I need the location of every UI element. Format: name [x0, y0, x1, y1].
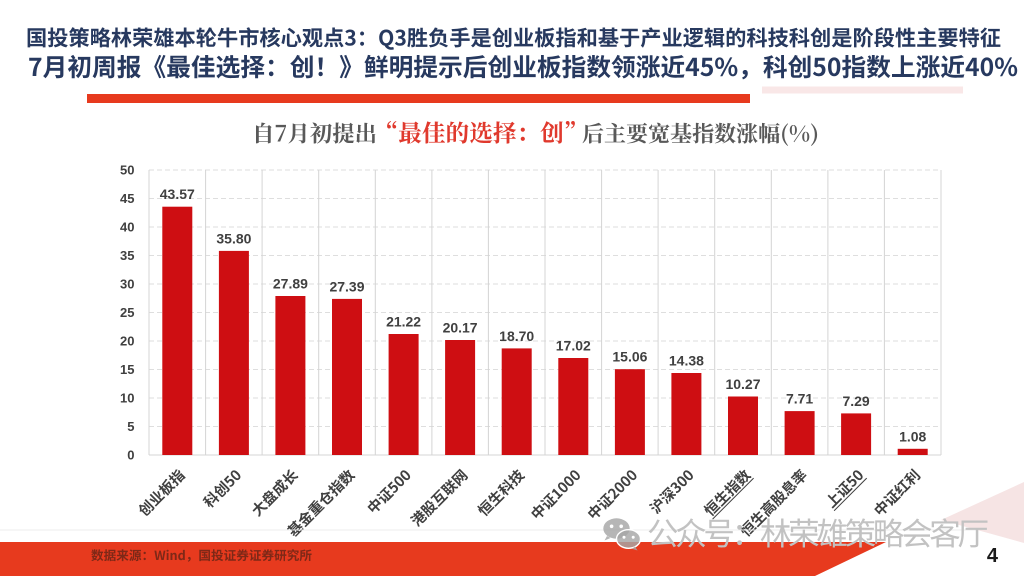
svg-text:27.89: 27.89 [273, 276, 308, 292]
svg-text:14.38: 14.38 [669, 353, 704, 369]
svg-text:10: 10 [120, 391, 134, 406]
svg-text:15.06: 15.06 [612, 349, 647, 365]
svg-text:43.57: 43.57 [160, 186, 195, 202]
svg-text:20: 20 [120, 334, 134, 349]
svg-text:50: 50 [120, 163, 134, 178]
svg-text:10.27: 10.27 [725, 376, 760, 392]
svg-text:0: 0 [127, 448, 134, 463]
svg-text:21.22: 21.22 [386, 314, 421, 330]
svg-text:15: 15 [120, 362, 134, 377]
svg-text:40: 40 [120, 220, 134, 235]
svg-text:7.29: 7.29 [842, 393, 869, 409]
svg-text:27.39: 27.39 [329, 278, 364, 294]
svg-text:30: 30 [120, 277, 134, 292]
svg-text:45: 45 [120, 191, 134, 206]
svg-text:5: 5 [127, 419, 134, 434]
svg-text:35: 35 [120, 248, 134, 263]
svg-text:35.80: 35.80 [216, 230, 251, 246]
svg-text:18.70: 18.70 [499, 328, 534, 344]
svg-text:20.17: 20.17 [443, 320, 478, 336]
svg-text:1.08: 1.08 [899, 428, 926, 444]
svg-text:25: 25 [120, 305, 134, 320]
svg-text:4: 4 [987, 545, 999, 567]
svg-text:17.02: 17.02 [556, 338, 591, 354]
svg-text:7.71: 7.71 [786, 391, 813, 407]
